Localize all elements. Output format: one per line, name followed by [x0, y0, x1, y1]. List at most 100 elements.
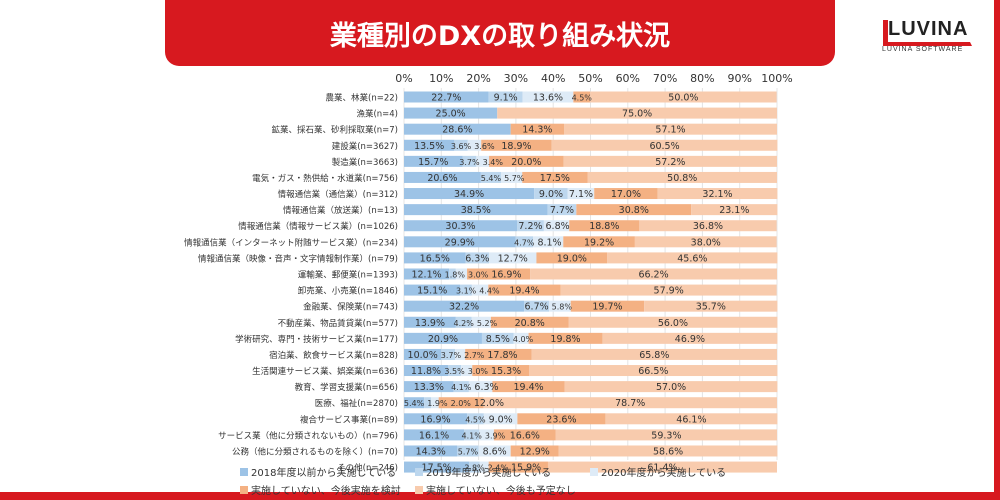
- bar-segment: [476, 155, 490, 167]
- header-banner: 業種別のDXの取り組み状況: [165, 0, 835, 66]
- legend-label: 2018年度以前から実施している: [251, 468, 397, 479]
- bar-segment: [480, 171, 501, 183]
- data-label: 11.8%: [411, 366, 441, 377]
- data-label: 20.0%: [511, 157, 541, 168]
- bar-segment: [573, 91, 591, 103]
- bar-segment: [605, 413, 778, 425]
- bar-segment: [639, 220, 777, 232]
- bar-segment: [483, 413, 518, 425]
- bar-segment: [404, 381, 454, 393]
- data-label: 4.2%: [454, 319, 475, 328]
- bar-segment: [488, 461, 548, 473]
- data-label: 34.9%: [454, 189, 484, 200]
- bar-segment: [531, 348, 777, 360]
- data-label: 4.7%: [514, 238, 535, 247]
- data-label: 4.5%: [572, 94, 593, 103]
- data-label: 3.5%: [444, 367, 465, 376]
- bar-segment: [461, 365, 473, 377]
- bar-segment: [567, 188, 595, 200]
- data-label: 5.4%: [481, 174, 502, 183]
- bar-segment: [513, 332, 529, 344]
- data-label: 8.1%: [537, 237, 561, 248]
- data-label: 66.2%: [638, 269, 668, 280]
- bar-segment: [657, 188, 778, 200]
- category-label: 公務（他に分類されるものを除く）(n=70): [232, 446, 398, 457]
- data-label: 15.1%: [417, 286, 447, 297]
- bar-segment: [510, 445, 559, 457]
- data-label: 19.0%: [557, 253, 587, 264]
- bar-segment: [533, 236, 564, 248]
- data-label: 5.7%: [458, 447, 479, 456]
- data-label: 12.1%: [411, 269, 441, 280]
- category-label: 情報通信業（情報サービス業）(n=1026): [238, 221, 398, 232]
- data-label: 59.3%: [651, 430, 681, 441]
- data-label: 7.2%: [518, 221, 542, 232]
- bar-segment: [469, 461, 480, 473]
- bar-segment: [404, 316, 456, 328]
- legend-item: 2020年度から実施している: [590, 464, 726, 479]
- bar-segment: [404, 268, 450, 280]
- data-label: 4.5%: [465, 415, 486, 424]
- x-tick-label: 30%: [504, 72, 528, 85]
- data-label: 9.1%: [494, 93, 518, 104]
- data-label: 19.7%: [592, 302, 622, 313]
- bar-segment: [404, 155, 463, 167]
- data-label: 56.0%: [658, 318, 688, 329]
- bar-segment: [404, 220, 518, 232]
- data-label: 18.8%: [589, 221, 619, 232]
- bar-segment: [404, 236, 516, 248]
- data-label: 3.0%: [468, 270, 489, 279]
- bar-segment: [404, 365, 449, 377]
- bar-segment: [465, 348, 532, 360]
- data-label: 20.8%: [515, 318, 545, 329]
- data-label: 5.8%: [552, 303, 573, 312]
- bar-segment: [549, 300, 571, 312]
- x-tick-label: 10%: [429, 72, 453, 85]
- data-label: 78.7%: [615, 398, 645, 409]
- data-label: 15.9%: [511, 463, 541, 474]
- bar-segment: [594, 188, 658, 200]
- bar-segment: [500, 171, 523, 183]
- bar-segment: [481, 139, 552, 151]
- data-label: 30.3%: [445, 221, 475, 232]
- category-label: 不動産業、物品賃貸業(n=577): [278, 318, 398, 329]
- bar-segment: [587, 171, 777, 183]
- bar-segment: [404, 107, 498, 119]
- data-label: 45.6%: [677, 253, 707, 264]
- category-label: 生活関連サービス業、娯楽業(n=636): [252, 366, 398, 377]
- data-label: 50.8%: [667, 173, 697, 184]
- x-tick-label: 90%: [727, 72, 751, 85]
- legend-swatch: [415, 467, 423, 476]
- data-label: 6.3%: [465, 253, 489, 264]
- bar-segment: [479, 461, 489, 473]
- data-label: 75.0%: [622, 109, 652, 120]
- bar-segment: [455, 268, 468, 280]
- bar-segment: [455, 316, 472, 328]
- data-label: 38.5%: [461, 205, 491, 216]
- bar-segment: [547, 204, 577, 216]
- data-label: 13.5%: [414, 141, 444, 152]
- data-label: 19.8%: [550, 334, 580, 345]
- bar-segment: [488, 91, 523, 103]
- bar-segment: [431, 397, 439, 409]
- legend-item: 実施していない、今後も予定なし: [415, 482, 576, 497]
- data-label: 15.3%: [491, 366, 521, 377]
- legend-item: 2018年度以前から実施している: [240, 464, 396, 479]
- data-label: 15.7%: [418, 157, 448, 168]
- bar-segment: [634, 236, 777, 248]
- category-label: その他(n=246): [337, 463, 398, 474]
- data-label: 2.0%: [451, 399, 472, 408]
- bar-segment: [490, 316, 569, 328]
- labels-layer: 0% 10% 20% 30% 40% 50% 60% 70% 80% 90% 100% 農業、林業(n…: [184, 72, 793, 474]
- legend-swatch: [240, 485, 248, 494]
- data-label: 4.4%: [479, 287, 500, 296]
- data-label: 32.2%: [449, 302, 479, 313]
- bar-segment: [560, 284, 777, 296]
- data-label: 19.4%: [513, 382, 543, 393]
- bar-segment: [404, 252, 466, 264]
- data-label: 13.9%: [415, 318, 445, 329]
- data-label: 18.9%: [501, 141, 531, 152]
- data-label: 28.6%: [442, 125, 472, 136]
- bar-segment: [449, 268, 456, 280]
